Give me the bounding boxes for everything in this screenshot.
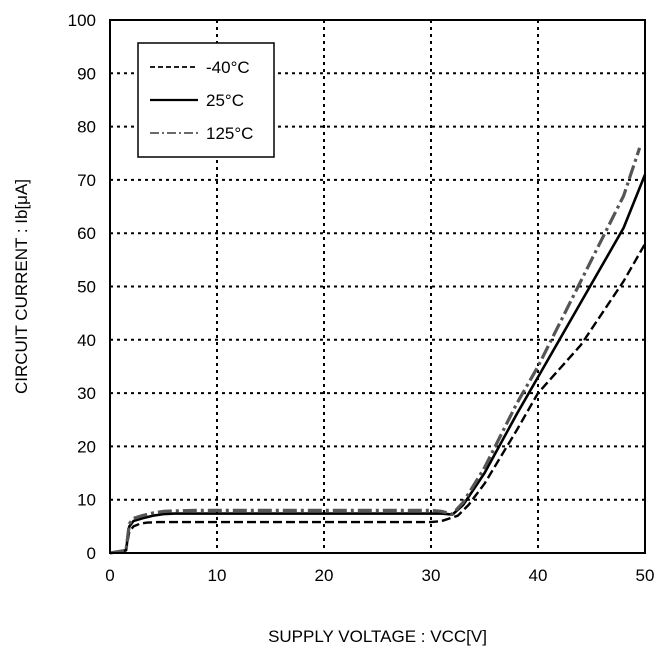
legend-label-25: 25°C	[206, 91, 244, 110]
tick-labels: 0 10 20 30 40 50 0 10 20 30 40 50 60 70 80 90 100	[68, 11, 655, 585]
y-tick-label: 40	[77, 331, 96, 350]
x-tick-label: 10	[208, 566, 227, 585]
plot-frame	[109, 19, 646, 554]
x-tick-label: 0	[105, 566, 114, 585]
x-tick-label: 40	[529, 566, 548, 585]
y-tick-label: 70	[77, 171, 96, 190]
y-axis-label: CIRCUIT CURRENT : Ib[μA]	[12, 179, 31, 394]
series-line-2	[109, 147, 642, 555]
x-axis-label: SUPPLY VOLTAGE : VCC[V]	[268, 627, 487, 646]
x-tick-label: 20	[315, 566, 334, 585]
grid-lines	[110, 20, 645, 553]
series-line-1	[109, 174, 647, 555]
x-tick-label: 50	[636, 566, 655, 585]
legend: -40°C 25°C 125°C	[137, 42, 275, 158]
legend-label-125: 125°C	[206, 124, 253, 143]
legend-label-minus40: -40°C	[206, 58, 250, 77]
y-tick-label: 0	[87, 544, 96, 563]
series-lines	[109, 147, 647, 555]
y-tick-label: 20	[77, 437, 96, 456]
y-tick-label: 30	[77, 384, 96, 403]
y-tick-label: 100	[68, 11, 96, 30]
y-tick-label: 50	[77, 278, 96, 297]
x-tick-label: 30	[422, 566, 441, 585]
y-tick-label: 10	[77, 491, 96, 510]
y-tick-label: 60	[77, 224, 96, 243]
series-line-0	[109, 243, 647, 555]
y-tick-label: 80	[77, 118, 96, 137]
y-tick-label: 90	[77, 64, 96, 83]
